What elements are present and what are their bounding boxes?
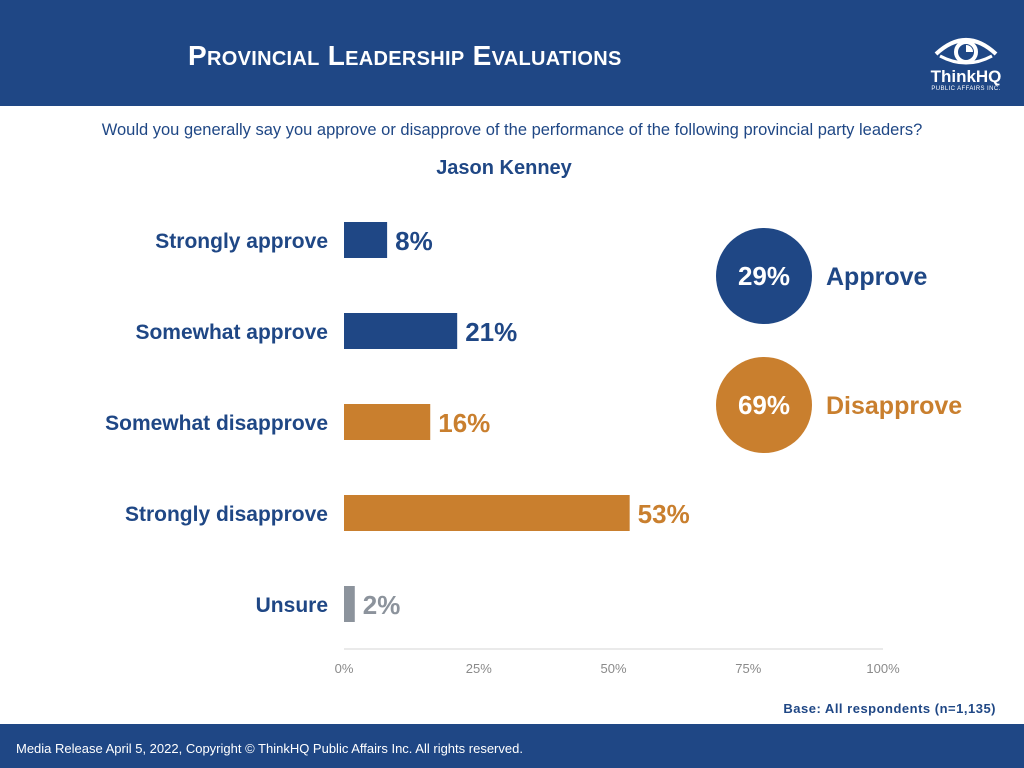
category-label: Somewhat approve — [135, 321, 328, 344]
bar-value-label: 53% — [638, 499, 690, 529]
chart-subject: Jason Kenney — [436, 157, 572, 179]
bar — [344, 586, 355, 622]
bar-value-label: 21% — [465, 317, 517, 347]
base-note: Base: All respondents (n=1,135) — [783, 701, 996, 716]
category-label: Somewhat disapprove — [105, 412, 328, 435]
bar — [344, 313, 458, 349]
summary-circle — [716, 357, 812, 453]
approval-chart: Strongly approve 8% Somewhat approve 21% Som… — [105, 222, 962, 676]
summary-circle — [716, 228, 812, 324]
summary-value: 29% — [738, 261, 790, 291]
footer-bar: Media Release April 5, 2022, Copyright ©… — [0, 724, 1024, 768]
x-tick-label: 25% — [466, 661, 492, 676]
bar-value-label: 2% — [363, 590, 401, 620]
summary-label: Approve — [826, 263, 928, 291]
summary-value: 69% — [738, 390, 790, 420]
category-label: Strongly disapprove — [125, 503, 328, 526]
x-tick-label: 75% — [735, 661, 761, 676]
bar-value-label: 8% — [395, 226, 433, 256]
footer-text: Media Release April 5, 2022, Copyright ©… — [16, 741, 523, 756]
header-bar: Provincial Leadership Evaluations ThinkH… — [0, 0, 1024, 106]
logo-name: ThinkHQ — [930, 67, 1002, 86]
bar — [344, 222, 388, 258]
bar — [344, 404, 431, 440]
bar-value-label: 16% — [438, 408, 490, 438]
x-tick-label: 100% — [866, 661, 900, 676]
summary-label: Disapprove — [826, 392, 962, 420]
x-tick-label: 50% — [600, 661, 626, 676]
logo-subtitle: PUBLIC AFFAIRS INC. — [931, 86, 1001, 92]
page-title: Provincial Leadership Evaluations — [188, 40, 622, 71]
category-label: Strongly approve — [155, 230, 328, 253]
x-tick-label: 0% — [335, 661, 354, 676]
eye-logo-icon — [934, 38, 998, 65]
bar — [344, 495, 630, 531]
survey-question: Would you generally say you approve or d… — [101, 121, 923, 139]
thinkhq-logo: ThinkHQ PUBLIC AFFAIRS INC. — [926, 30, 1006, 96]
category-label: Unsure — [256, 594, 328, 617]
